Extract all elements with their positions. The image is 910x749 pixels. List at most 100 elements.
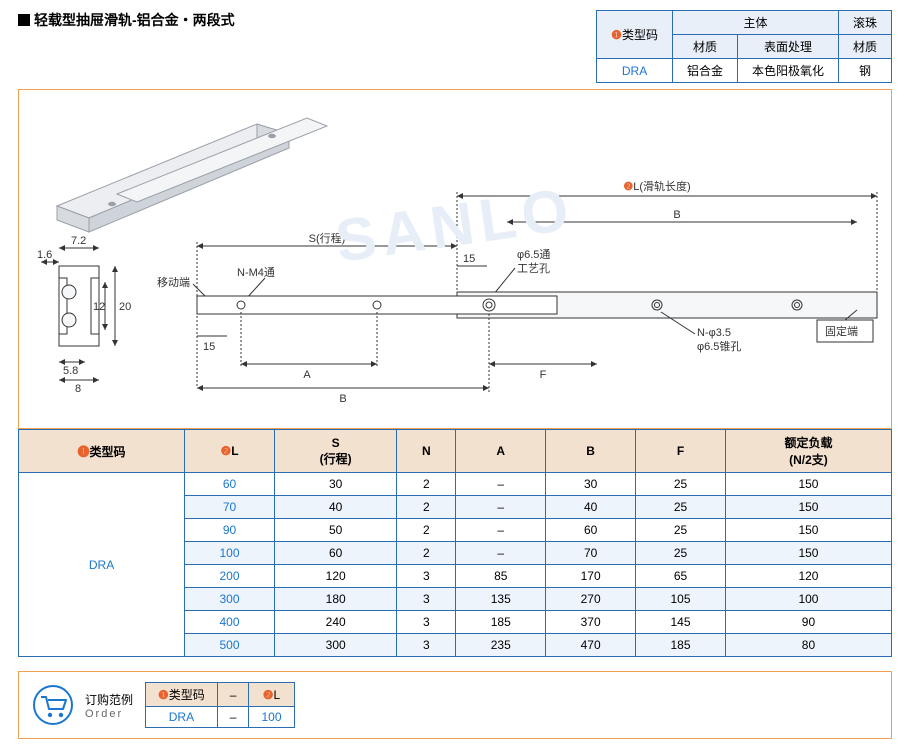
label-fixed-end: 固定端 xyxy=(825,324,858,338)
order-hdr-type: ❶类型码 xyxy=(146,683,218,707)
spec-cell: 150 xyxy=(725,519,891,542)
spec-cell: 25 xyxy=(636,496,726,519)
spec-cell: 300 xyxy=(185,588,275,611)
mat-mainbody-hdr: 主体 xyxy=(672,11,838,35)
spec-cell: 180 xyxy=(274,588,396,611)
spec-cell: 370 xyxy=(546,611,636,634)
label-nm4: N-M4通 xyxy=(237,266,275,279)
spec-cell: 135 xyxy=(456,588,546,611)
spec-cell: 85 xyxy=(456,565,546,588)
dim-stroke: S(行程) xyxy=(309,232,346,245)
order-type: DRA xyxy=(146,707,218,728)
mat-ball-hdr: 滚珠 xyxy=(838,11,891,35)
spec-cell: 80 xyxy=(725,634,891,657)
mat-type-code-hdr: ❶类型码 xyxy=(597,11,673,59)
spec-cell: 470 xyxy=(546,634,636,657)
order-label-cn: 订购范例 xyxy=(85,691,133,708)
circled-1: ❶ xyxy=(611,28,622,42)
spec-cell: 3 xyxy=(397,611,456,634)
spec-hdr-S: S(行程) xyxy=(274,430,396,473)
spec-cell: 2 xyxy=(397,496,456,519)
order-hdr-dash: – xyxy=(217,683,249,707)
spec-cell: 100 xyxy=(185,542,275,565)
dim-F: F xyxy=(540,369,547,381)
spec-cell: 25 xyxy=(636,473,726,496)
spec-cell: 235 xyxy=(456,634,546,657)
spec-table-wrap: ❶类型码 ❷L S(行程) N A B F 额定负载(N/2支) DRA6030… xyxy=(18,429,892,657)
spec-cell: – xyxy=(456,473,546,496)
order-hdr-L: ❷L xyxy=(249,683,294,707)
spec-cell: 145 xyxy=(636,611,726,634)
dim-rail-len: L(滑轨长度) xyxy=(633,179,690,193)
dim-7-2: 7.2 xyxy=(71,235,86,247)
mat-surf: 本色阳极氧化 xyxy=(737,59,838,83)
order-box: 订购范例 Order ❶类型码 – ❷L DRA – 100 xyxy=(18,671,892,739)
spec-cell: 70 xyxy=(185,496,275,519)
spec-cell: – xyxy=(456,496,546,519)
spec-cell: 2 xyxy=(397,473,456,496)
spec-cell: 65 xyxy=(636,565,726,588)
spec-cell: 90 xyxy=(185,519,275,542)
dim-15b: 15 xyxy=(203,341,215,353)
spec-cell: 270 xyxy=(546,588,636,611)
spec-cell: – xyxy=(456,519,546,542)
title-text: 轻载型抽屉滑轨-铝合金・两段式 xyxy=(34,10,235,30)
spec-cell: 50 xyxy=(274,519,396,542)
spec-cell: 3 xyxy=(397,634,456,657)
order-table: ❶类型码 – ❷L DRA – 100 xyxy=(145,682,295,728)
dim-12: 12 xyxy=(93,301,105,313)
spec-cell: 170 xyxy=(546,565,636,588)
dim-20: 20 xyxy=(119,301,131,313)
cart-icon xyxy=(33,685,73,725)
spec-cell: 60 xyxy=(546,519,636,542)
spec-hdr-N: N xyxy=(397,430,456,473)
spec-cell: 120 xyxy=(725,565,891,588)
order-dash: – xyxy=(217,707,249,728)
spec-cell: 3 xyxy=(397,565,456,588)
order-label-en: Order xyxy=(85,708,133,720)
mat-mat: 铝合金 xyxy=(672,59,737,83)
spec-cell: 40 xyxy=(274,496,396,519)
circled-2-dim: ❷ xyxy=(623,181,633,193)
spec-cell: 70 xyxy=(546,542,636,565)
spec-cell: 500 xyxy=(185,634,275,657)
spec-cell: 30 xyxy=(274,473,396,496)
spec-hdr-type: ❶类型码 xyxy=(19,430,185,473)
spec-cell: 25 xyxy=(636,542,726,565)
spec-cell: 150 xyxy=(725,496,891,519)
spec-hdr-L: ❷L xyxy=(185,430,275,473)
table-row: DRA60302–3025150 xyxy=(19,473,892,496)
spec-cell: 30 xyxy=(546,473,636,496)
spec-cell: 200 xyxy=(185,565,275,588)
svg-text:φ6.5通: φ6.5通 xyxy=(517,248,550,261)
spec-type-code: DRA xyxy=(19,473,185,657)
spec-cell: 400 xyxy=(185,611,275,634)
spec-cell: 3 xyxy=(397,588,456,611)
spec-cell: 40 xyxy=(546,496,636,519)
spec-cell: 300 xyxy=(274,634,396,657)
spec-cell: 90 xyxy=(725,611,891,634)
spec-hdr-load: 额定负载(N/2支) xyxy=(725,430,891,473)
mat-surface-hdr: 表面处理 xyxy=(737,35,838,59)
spec-cell: 150 xyxy=(725,542,891,565)
dim-A: A xyxy=(303,369,311,381)
svg-text:❷L(滑轨长度): ❷L(滑轨长度) xyxy=(623,179,690,193)
spec-hdr-F: F xyxy=(636,430,726,473)
spec-cell: – xyxy=(456,542,546,565)
spec-cell: 60 xyxy=(274,542,396,565)
material-table: ❶类型码 主体 滚珠 材质 表面处理 材质 DRA 铝合金 本色阳极氧化 钢 xyxy=(596,10,892,83)
spec-cell: 100 xyxy=(725,588,891,611)
dim-15a: 15 xyxy=(463,253,475,265)
mat-material-hdr: 材质 xyxy=(672,35,737,59)
mat-type: DRA xyxy=(597,59,673,83)
mat-ballmat-hdr: 材质 xyxy=(838,35,891,59)
spec-cell: 150 xyxy=(725,473,891,496)
label-moving-end: 移动端 xyxy=(157,276,190,289)
spec-hdr-B: B xyxy=(546,430,636,473)
dim-5-8: 5.8 xyxy=(63,365,78,377)
dim-B-lower: B xyxy=(339,393,346,405)
spec-cell: 185 xyxy=(456,611,546,634)
spec-cell: 2 xyxy=(397,519,456,542)
label-process-hole: 工艺孔 xyxy=(517,262,550,275)
diagram-svg: 7.2 1.6 20 12 5.8 8 xyxy=(27,96,887,422)
